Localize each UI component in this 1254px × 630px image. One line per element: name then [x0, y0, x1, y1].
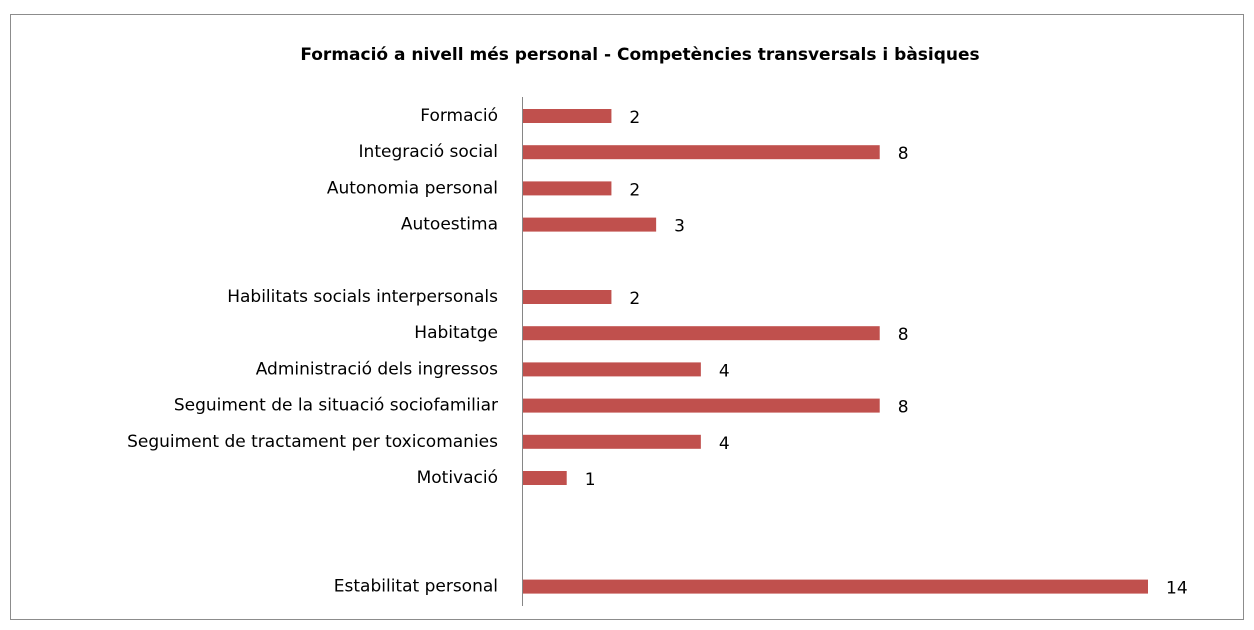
value-label: 1	[585, 470, 596, 490]
bar	[523, 109, 612, 123]
value-label: 2	[629, 108, 640, 128]
y-tick-label: Estabilitat personal	[334, 577, 498, 597]
y-tick-label: Seguiment de tractament per toxicomanies	[127, 432, 498, 452]
value-label: 2	[629, 289, 640, 309]
y-tick-label: Administració dels ingressos	[256, 359, 498, 379]
value-label: 14	[1166, 579, 1188, 599]
bar	[523, 326, 880, 341]
chart-title: Formació a nivell més personal - Competè…	[300, 45, 979, 65]
chart-frame	[10, 14, 1244, 620]
value-label: 4	[719, 361, 730, 381]
bar	[523, 290, 612, 304]
y-tick-label: Seguiment de la situació sociofamiliar	[174, 396, 498, 416]
bar	[523, 471, 567, 485]
y-tick-label: Integració social	[359, 142, 498, 162]
bar	[523, 145, 880, 160]
bar	[523, 362, 701, 377]
value-label: 8	[898, 144, 909, 164]
y-tick-label: Autoestima	[401, 215, 498, 235]
y-tick-label: Habilitats socials interpersonals	[227, 287, 498, 307]
y-tick-label: Habitatge	[414, 323, 498, 343]
value-label: 2	[629, 180, 640, 200]
y-tick-label: Autonomia personal	[327, 178, 498, 198]
bar	[523, 181, 612, 196]
bar	[523, 579, 1148, 594]
y-tick-label: Formació	[420, 106, 498, 126]
value-label: 3	[674, 217, 685, 237]
bar	[523, 217, 657, 232]
bar	[523, 398, 880, 413]
y-tick-label: Motivació	[417, 468, 498, 488]
value-label: 4	[719, 434, 730, 454]
value-label: 8	[898, 398, 909, 418]
bar	[523, 434, 701, 449]
value-label: 8	[898, 325, 909, 345]
